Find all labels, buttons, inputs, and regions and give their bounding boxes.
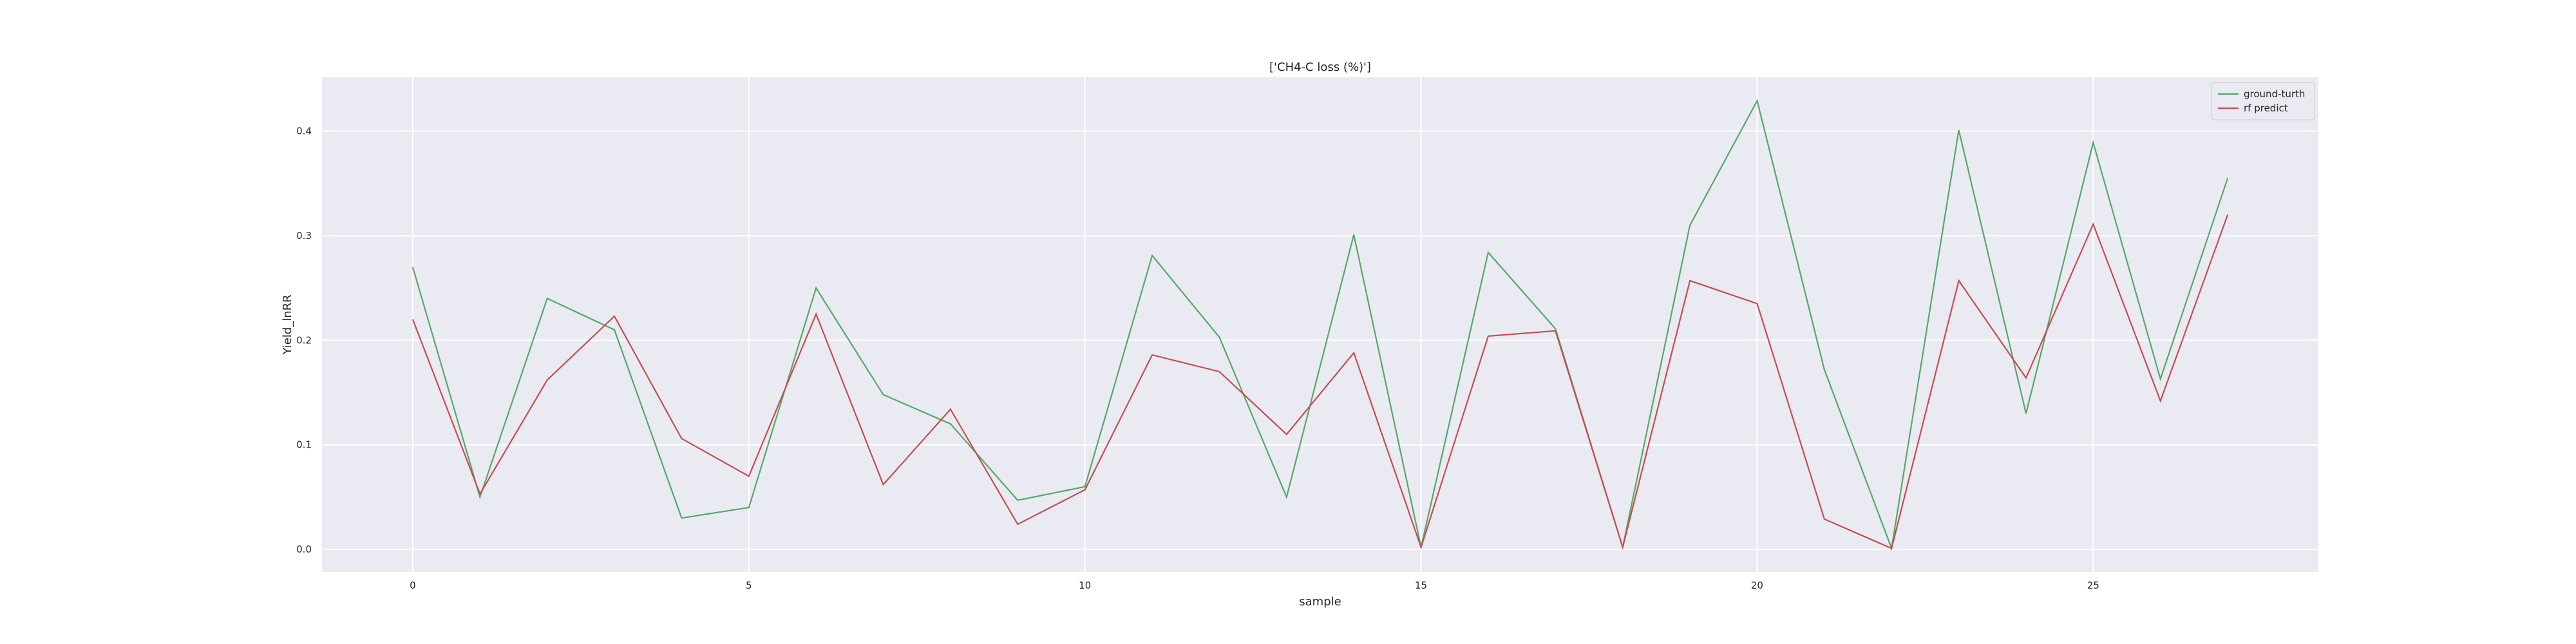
x-tick-label: 20	[1751, 580, 1763, 591]
x-tick-label: 5	[746, 580, 752, 591]
x-tick-label: 10	[1079, 580, 1091, 591]
legend-box	[2211, 82, 2315, 120]
legend: ground-turth rf predict	[2211, 82, 2315, 120]
tick-labels: 0 5 10 15 20 25 0.0 0.1 0.2 0.3 0.4	[296, 126, 2099, 591]
y-axis-label: Yield_lnRR	[281, 294, 294, 355]
series-line-ground-turth	[412, 99, 2229, 551]
legend-label: ground-turth	[2244, 88, 2305, 100]
x-tick-label: 0	[410, 580, 416, 591]
x-tick-label: 25	[2087, 580, 2099, 591]
y-tick-label: 0.4	[296, 126, 312, 137]
x-tick-label: 15	[1415, 580, 1427, 591]
series-line-rf-predict	[412, 214, 2229, 550]
series-layer	[412, 99, 2229, 551]
y-tick-label: 0.2	[296, 334, 312, 346]
legend-label: rf predict	[2244, 102, 2288, 114]
chart-title: ['CH4-C loss (%)']	[1269, 61, 1371, 74]
y-tick-label: 0.3	[296, 230, 312, 242]
plot-background	[322, 77, 2318, 572]
y-tick-label: 0.1	[296, 439, 312, 451]
grid-lines	[322, 77, 2318, 572]
x-axis-label: sample	[1299, 595, 1341, 609]
y-tick-label: 0.0	[296, 544, 312, 555]
